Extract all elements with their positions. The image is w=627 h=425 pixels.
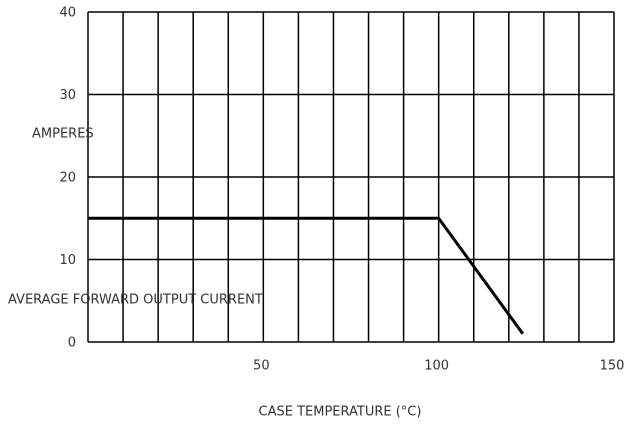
- x-tick-label: 50: [253, 359, 270, 374]
- data-line: [88, 216, 525, 335]
- y-axis-label: AMPERES: [32, 127, 94, 142]
- x-axis-label: CASE TEMPERATURE (°C): [259, 405, 422, 420]
- y-tick-label: 10: [59, 253, 76, 268]
- y-tick-label: 30: [59, 88, 76, 103]
- y-axis-label: AVERAGE FORWARD OUTPUT CURRENT: [8, 293, 263, 308]
- x-tick-label: 150: [600, 359, 625, 374]
- y-tick-label: 20: [59, 171, 76, 186]
- x-tick-label: 100: [424, 359, 449, 374]
- y-tick-label: 0: [68, 336, 76, 351]
- y-tick-label: 40: [59, 6, 76, 21]
